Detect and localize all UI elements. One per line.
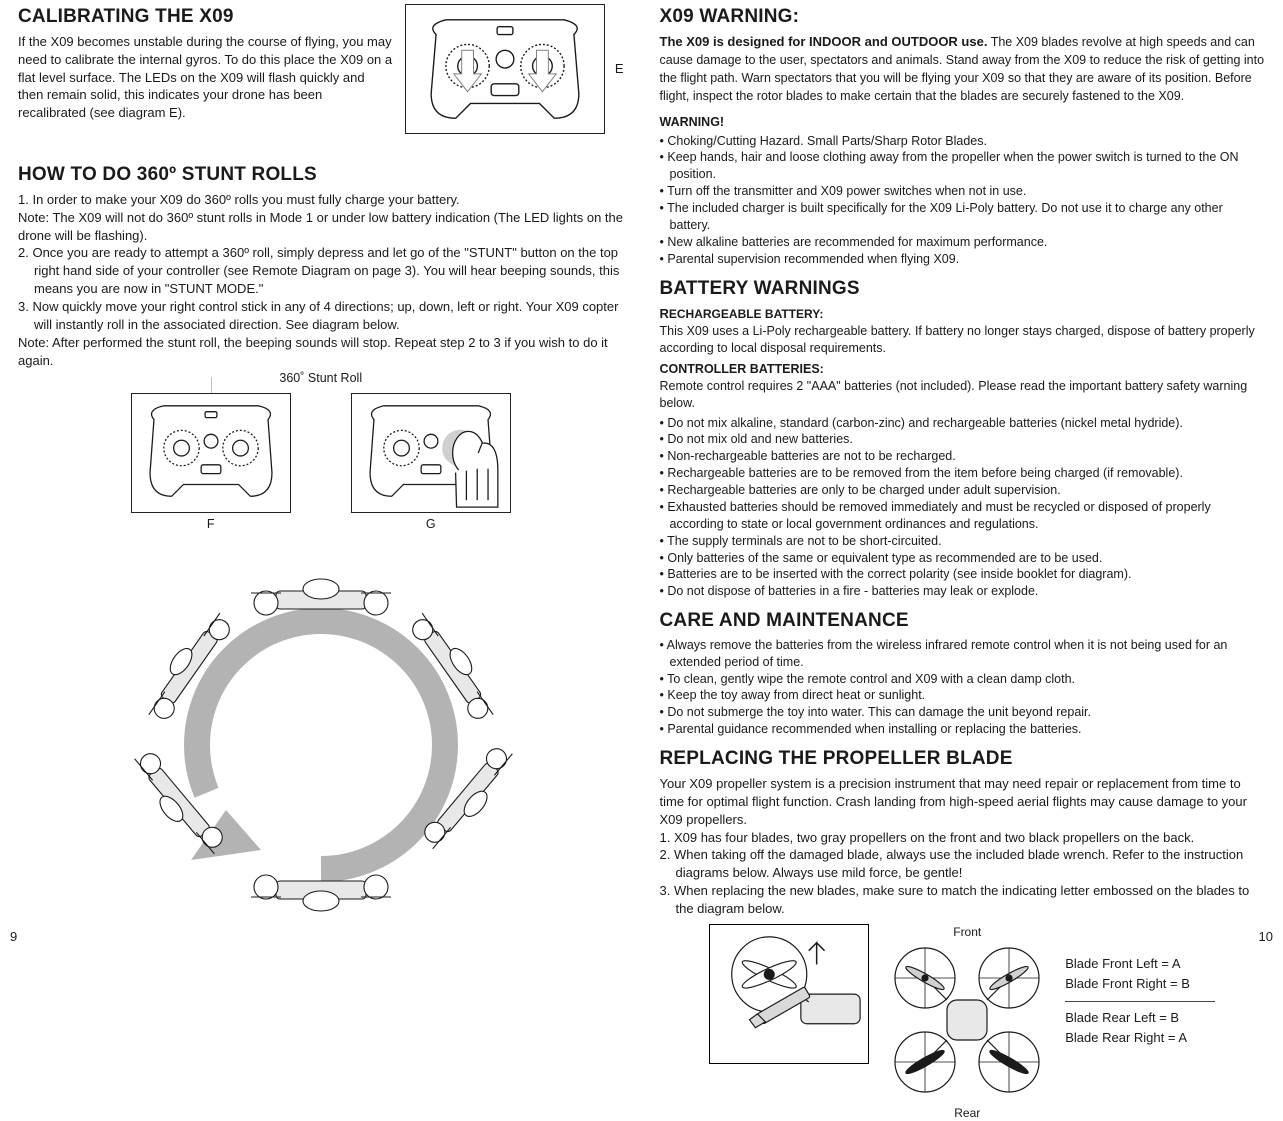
list-item: Keep hands, hair and loose clothing away… bbox=[660, 149, 1266, 183]
stunt-caption: 360˚ Stunt Roll bbox=[18, 370, 624, 387]
list-item: The supply terminals are not to be short… bbox=[660, 533, 1266, 550]
list-item: Only batteries of the same or equivalent… bbox=[660, 550, 1266, 567]
diagram-g bbox=[351, 393, 511, 513]
calibrating-section: CALIBRATING THE X09 If the X09 becomes u… bbox=[18, 4, 624, 134]
legend-divider bbox=[1065, 1001, 1215, 1002]
list-item: Exhausted batteries should be removed im… bbox=[660, 499, 1266, 533]
list-item: Do not dispose of batteries in a fire - … bbox=[660, 583, 1266, 600]
controller-batt-head: CONTROLLER BATTERIES: bbox=[660, 361, 1266, 378]
stunt-section: HOW TO DO 360º STUNT ROLLS 1. In order t… bbox=[18, 162, 624, 925]
stunt-note2: Note: After performed the stunt roll, th… bbox=[18, 334, 624, 370]
legend-fr: Blade Front Right = B bbox=[1065, 974, 1215, 994]
roll-ring-diagram bbox=[18, 545, 624, 925]
rear-label: Rear bbox=[887, 1105, 1047, 1121]
calib-body: If the X09 becomes unstable during the c… bbox=[18, 33, 393, 123]
x09-warning-body: The X09 is designed for INDOOR and OUTDO… bbox=[660, 33, 1266, 106]
list-item: Parental guidance recommended when insta… bbox=[660, 721, 1266, 738]
quad-top-view: Front bbox=[887, 924, 1047, 1121]
calib-title: CALIBRATING THE X09 bbox=[18, 4, 393, 30]
propeller-step1: 1. X09 has four blades, two gray propell… bbox=[660, 829, 1266, 847]
list-item: Parental supervision recommended when fl… bbox=[660, 251, 1266, 268]
list-item: Rechargeable batteries are to be removed… bbox=[660, 465, 1266, 482]
stunt-step1: 1. In order to make your X09 do 360º rol… bbox=[18, 191, 624, 209]
propeller-step2: 2. When taking off the damaged blade, al… bbox=[660, 846, 1266, 882]
list-item: Always remove the batteries from the wir… bbox=[660, 637, 1266, 671]
x09-warning-lead: The X09 is designed for INDOOR and OUTDO… bbox=[660, 34, 988, 49]
diagram-e bbox=[405, 4, 605, 134]
propeller-title: REPLACING THE PROPELLER BLADE bbox=[660, 746, 1266, 772]
list-item: Rechargeable batteries are only to be ch… bbox=[660, 482, 1266, 499]
x09-warning-title: X09 WARNING: bbox=[660, 4, 1266, 30]
care-bullets: Always remove the batteries from the wir… bbox=[660, 637, 1266, 738]
right-page: X09 WARNING: The X09 is designed for IND… bbox=[642, 4, 1266, 944]
list-item: Do not mix old and new batteries. bbox=[660, 431, 1266, 448]
list-item: Do not submerge the toy into water. This… bbox=[660, 704, 1266, 721]
stunt-note1: Note: The X09 will not do 360º stunt rol… bbox=[18, 209, 624, 245]
care-title: CARE AND MAINTENANCE bbox=[660, 608, 1266, 634]
blade-legend: Blade Front Left = A Blade Front Right =… bbox=[1065, 954, 1215, 1048]
wrench-diagram bbox=[709, 924, 869, 1064]
list-item: Keep the toy away from direct heat or su… bbox=[660, 687, 1266, 704]
list-item: Non-rechargeable batteries are not to be… bbox=[660, 448, 1266, 465]
controller-batt-intro: Remote control requires 2 "AAA" batterie… bbox=[660, 378, 1266, 413]
list-item: The included charger is built specifical… bbox=[660, 200, 1266, 234]
battery-warnings-title: BATTERY WARNINGS bbox=[660, 276, 1266, 302]
legend-rl: Blade Rear Left = B bbox=[1065, 1008, 1215, 1028]
page-number-left: 9 bbox=[10, 928, 17, 946]
battery-bullets: Do not mix alkaline, standard (carbon-zi… bbox=[660, 415, 1266, 601]
stunt-step2: 2. Once you are ready to attempt a 360º … bbox=[18, 244, 624, 298]
diagram-f-label: F bbox=[131, 516, 291, 533]
list-item: New alkaline batteries are recommended f… bbox=[660, 234, 1266, 251]
propeller-diagrams: Front bbox=[660, 924, 1266, 1121]
diagram-f bbox=[131, 393, 291, 513]
list-item: Turn off the transmitter and X09 power s… bbox=[660, 183, 1266, 200]
diagram-g-label: G bbox=[351, 516, 511, 533]
rechargeable-head: ECHARGEABLE BATTERY: bbox=[669, 307, 823, 321]
page-number-right: 10 bbox=[1259, 928, 1273, 946]
stunt-title: HOW TO DO 360º STUNT ROLLS bbox=[18, 162, 624, 188]
propeller-body: Your X09 propeller system is a precision… bbox=[660, 775, 1266, 829]
warning-bullets: Choking/Cutting Hazard. Small Parts/Shar… bbox=[660, 133, 1266, 268]
front-label: Front bbox=[887, 924, 1047, 940]
list-item: Do not mix alkaline, standard (carbon-zi… bbox=[660, 415, 1266, 432]
propeller-step3: 3. When replacing the new blades, make s… bbox=[660, 882, 1266, 918]
diagram-e-label: E bbox=[615, 60, 624, 78]
left-page: CALIBRATING THE X09 If the X09 becomes u… bbox=[18, 4, 642, 944]
legend-fl: Blade Front Left = A bbox=[1065, 954, 1215, 974]
stunt-step3: 3. Now quickly move your right control s… bbox=[18, 298, 624, 334]
list-item: Batteries are to be inserted with the co… bbox=[660, 566, 1266, 583]
warning-head: WARNING! bbox=[660, 114, 1266, 131]
list-item: To clean, gently wipe the remote control… bbox=[660, 671, 1266, 688]
list-item: Choking/Cutting Hazard. Small Parts/Shar… bbox=[660, 133, 1266, 150]
rechargeable-body: This X09 uses a Li-Poly rechargeable bat… bbox=[660, 323, 1266, 358]
legend-rr: Blade Rear Right = A bbox=[1065, 1028, 1215, 1048]
